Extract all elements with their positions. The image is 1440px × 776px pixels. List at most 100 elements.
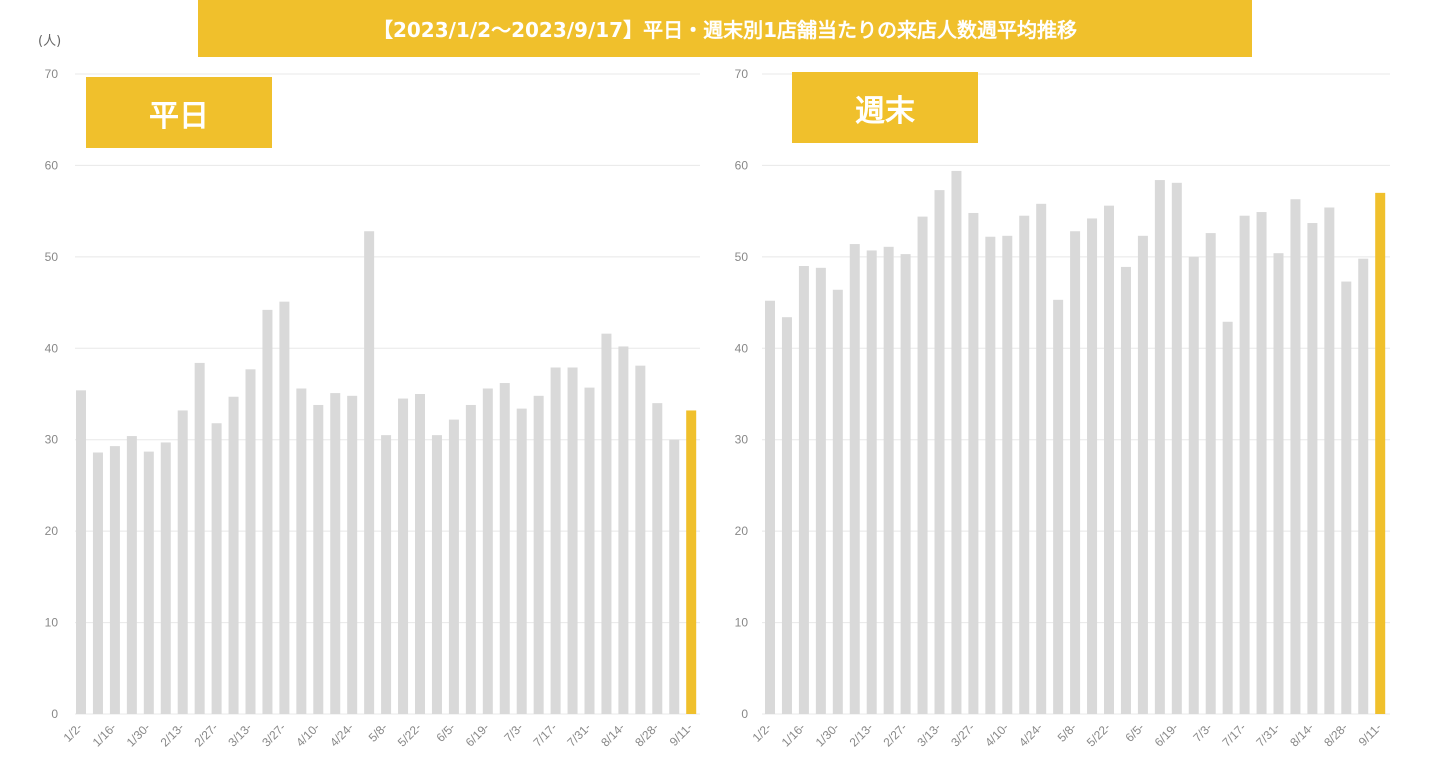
x-tick-label: 9/11- — [1356, 720, 1385, 749]
x-tick-label: 1/30- — [813, 720, 842, 749]
bar — [313, 404, 324, 714]
bar — [194, 362, 205, 714]
bar — [781, 317, 792, 714]
bar — [1256, 212, 1267, 715]
bar — [1070, 231, 1081, 714]
x-tick-label: 3/13- — [225, 720, 254, 749]
bar — [143, 451, 154, 714]
bar — [381, 435, 392, 714]
y-tick-label: 30 — [45, 433, 59, 447]
bar — [968, 212, 979, 714]
bar — [1273, 253, 1284, 714]
bar — [1222, 321, 1233, 714]
bar — [415, 394, 425, 714]
x-tick-label: 5/22- — [1084, 720, 1113, 749]
bar — [448, 419, 459, 714]
bar — [398, 398, 409, 714]
bar — [1324, 207, 1335, 714]
x-tick-label: 8/28- — [1321, 720, 1350, 749]
bar — [1188, 256, 1199, 714]
x-tick-label: 7/3- — [501, 720, 526, 745]
bar — [160, 442, 171, 714]
bar — [1137, 235, 1148, 715]
bar — [985, 236, 996, 714]
bar — [516, 408, 527, 714]
bar — [533, 395, 544, 714]
x-tick-label: 8/14- — [598, 720, 627, 749]
y-tick-label: 50 — [45, 250, 59, 264]
bar — [330, 393, 341, 714]
bar — [866, 250, 877, 714]
x-tick-label: 1/2- — [61, 720, 86, 745]
panel-label-weekday: 平日 — [86, 77, 272, 148]
bar — [482, 388, 493, 714]
bar — [1341, 281, 1352, 714]
x-tick-label: 5/22- — [395, 720, 424, 749]
bar — [431, 435, 442, 714]
y-tick-label: 20 — [735, 524, 749, 538]
y-tick-label: 50 — [735, 250, 749, 264]
bar — [92, 452, 103, 714]
x-tick-label: 7/3- — [1190, 720, 1215, 745]
bar — [228, 396, 239, 714]
bar — [669, 439, 680, 714]
x-tick-label: 9/11- — [667, 720, 696, 749]
bar — [550, 367, 561, 714]
bar — [177, 410, 188, 714]
x-tick-label: 7/17- — [530, 720, 559, 749]
bar — [347, 395, 358, 714]
x-tick-label: 6/19- — [1152, 720, 1181, 749]
x-tick-label: 7/31- — [1253, 720, 1282, 749]
bar — [245, 369, 256, 714]
bar — [584, 387, 595, 714]
panel-label-weekend: 週末 — [792, 72, 978, 143]
x-tick-label: 3/13- — [914, 720, 943, 749]
y-tick-label: 20 — [45, 524, 59, 538]
bar — [364, 231, 375, 714]
y-tick-label: 60 — [45, 158, 59, 172]
bar — [900, 254, 911, 714]
x-tick-label: 2/27- — [191, 720, 220, 749]
bar — [109, 446, 120, 714]
bar — [1307, 223, 1318, 714]
bar — [1154, 180, 1165, 715]
bar — [832, 289, 843, 714]
y-tick-label: 30 — [735, 433, 749, 447]
y-tick-label: 10 — [735, 616, 749, 630]
x-tick-label: 8/14- — [1287, 720, 1316, 749]
bar — [635, 365, 646, 714]
bar — [652, 403, 663, 714]
bar — [296, 388, 307, 714]
bar — [1375, 192, 1386, 714]
bar — [618, 346, 629, 714]
y-tick-label: 0 — [741, 707, 748, 721]
bar — [601, 333, 612, 714]
bar — [1171, 182, 1182, 715]
bar — [798, 266, 809, 714]
bar — [211, 423, 222, 714]
bar — [917, 216, 928, 714]
y-tick-label: 70 — [735, 67, 749, 81]
bar — [1053, 299, 1064, 714]
x-tick-label: 1/16- — [90, 720, 119, 749]
x-tick-label: 5/8- — [1055, 720, 1080, 745]
bar — [686, 410, 697, 714]
bar — [1358, 258, 1369, 714]
bar — [1019, 215, 1030, 714]
x-tick-label: 7/17- — [1219, 720, 1248, 749]
x-tick-label: 3/27- — [948, 720, 977, 749]
bar — [279, 301, 290, 714]
x-tick-label: 2/13- — [847, 720, 876, 749]
bar — [262, 309, 273, 714]
bar — [934, 190, 945, 715]
bar — [765, 300, 775, 714]
x-tick-label: 4/24- — [1016, 720, 1045, 749]
bar — [126, 436, 137, 714]
y-tick-label: 10 — [45, 616, 59, 630]
bar — [1036, 203, 1047, 715]
x-tick-label: 6/5- — [433, 720, 458, 745]
y-tick-label: 0 — [51, 707, 58, 721]
x-tick-label: 2/13- — [158, 720, 187, 749]
